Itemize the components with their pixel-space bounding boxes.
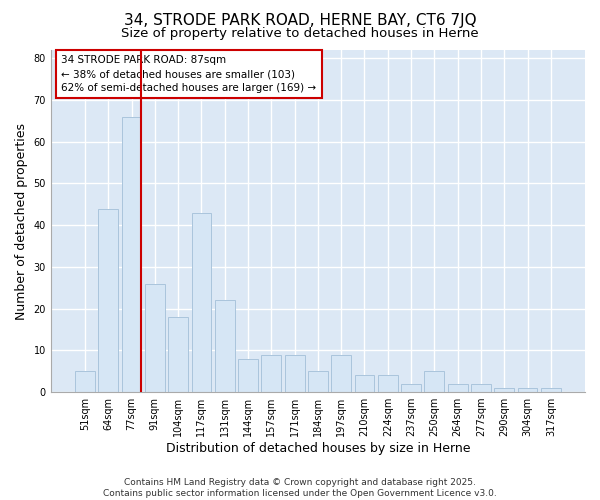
Bar — [448, 384, 467, 392]
Bar — [122, 116, 142, 392]
Bar — [355, 376, 374, 392]
Bar — [191, 212, 211, 392]
Text: Contains HM Land Registry data © Crown copyright and database right 2025.
Contai: Contains HM Land Registry data © Crown c… — [103, 478, 497, 498]
Bar — [145, 284, 165, 392]
Bar — [308, 371, 328, 392]
Bar — [494, 388, 514, 392]
Text: Size of property relative to detached houses in Herne: Size of property relative to detached ho… — [121, 28, 479, 40]
Bar — [541, 388, 561, 392]
Bar — [331, 354, 351, 392]
Bar — [75, 371, 95, 392]
Y-axis label: Number of detached properties: Number of detached properties — [15, 122, 28, 320]
Bar — [471, 384, 491, 392]
Bar — [98, 208, 118, 392]
Bar — [215, 300, 235, 392]
Bar — [424, 371, 444, 392]
Bar — [401, 384, 421, 392]
X-axis label: Distribution of detached houses by size in Herne: Distribution of detached houses by size … — [166, 442, 470, 455]
Text: 34, STRODE PARK ROAD, HERNE BAY, CT6 7JQ: 34, STRODE PARK ROAD, HERNE BAY, CT6 7JQ — [124, 12, 476, 28]
Bar — [238, 358, 258, 392]
Bar — [285, 354, 305, 392]
Bar — [378, 376, 398, 392]
Bar — [518, 388, 538, 392]
Text: 34 STRODE PARK ROAD: 87sqm
← 38% of detached houses are smaller (103)
62% of sem: 34 STRODE PARK ROAD: 87sqm ← 38% of deta… — [61, 55, 317, 93]
Bar — [168, 317, 188, 392]
Bar — [262, 354, 281, 392]
